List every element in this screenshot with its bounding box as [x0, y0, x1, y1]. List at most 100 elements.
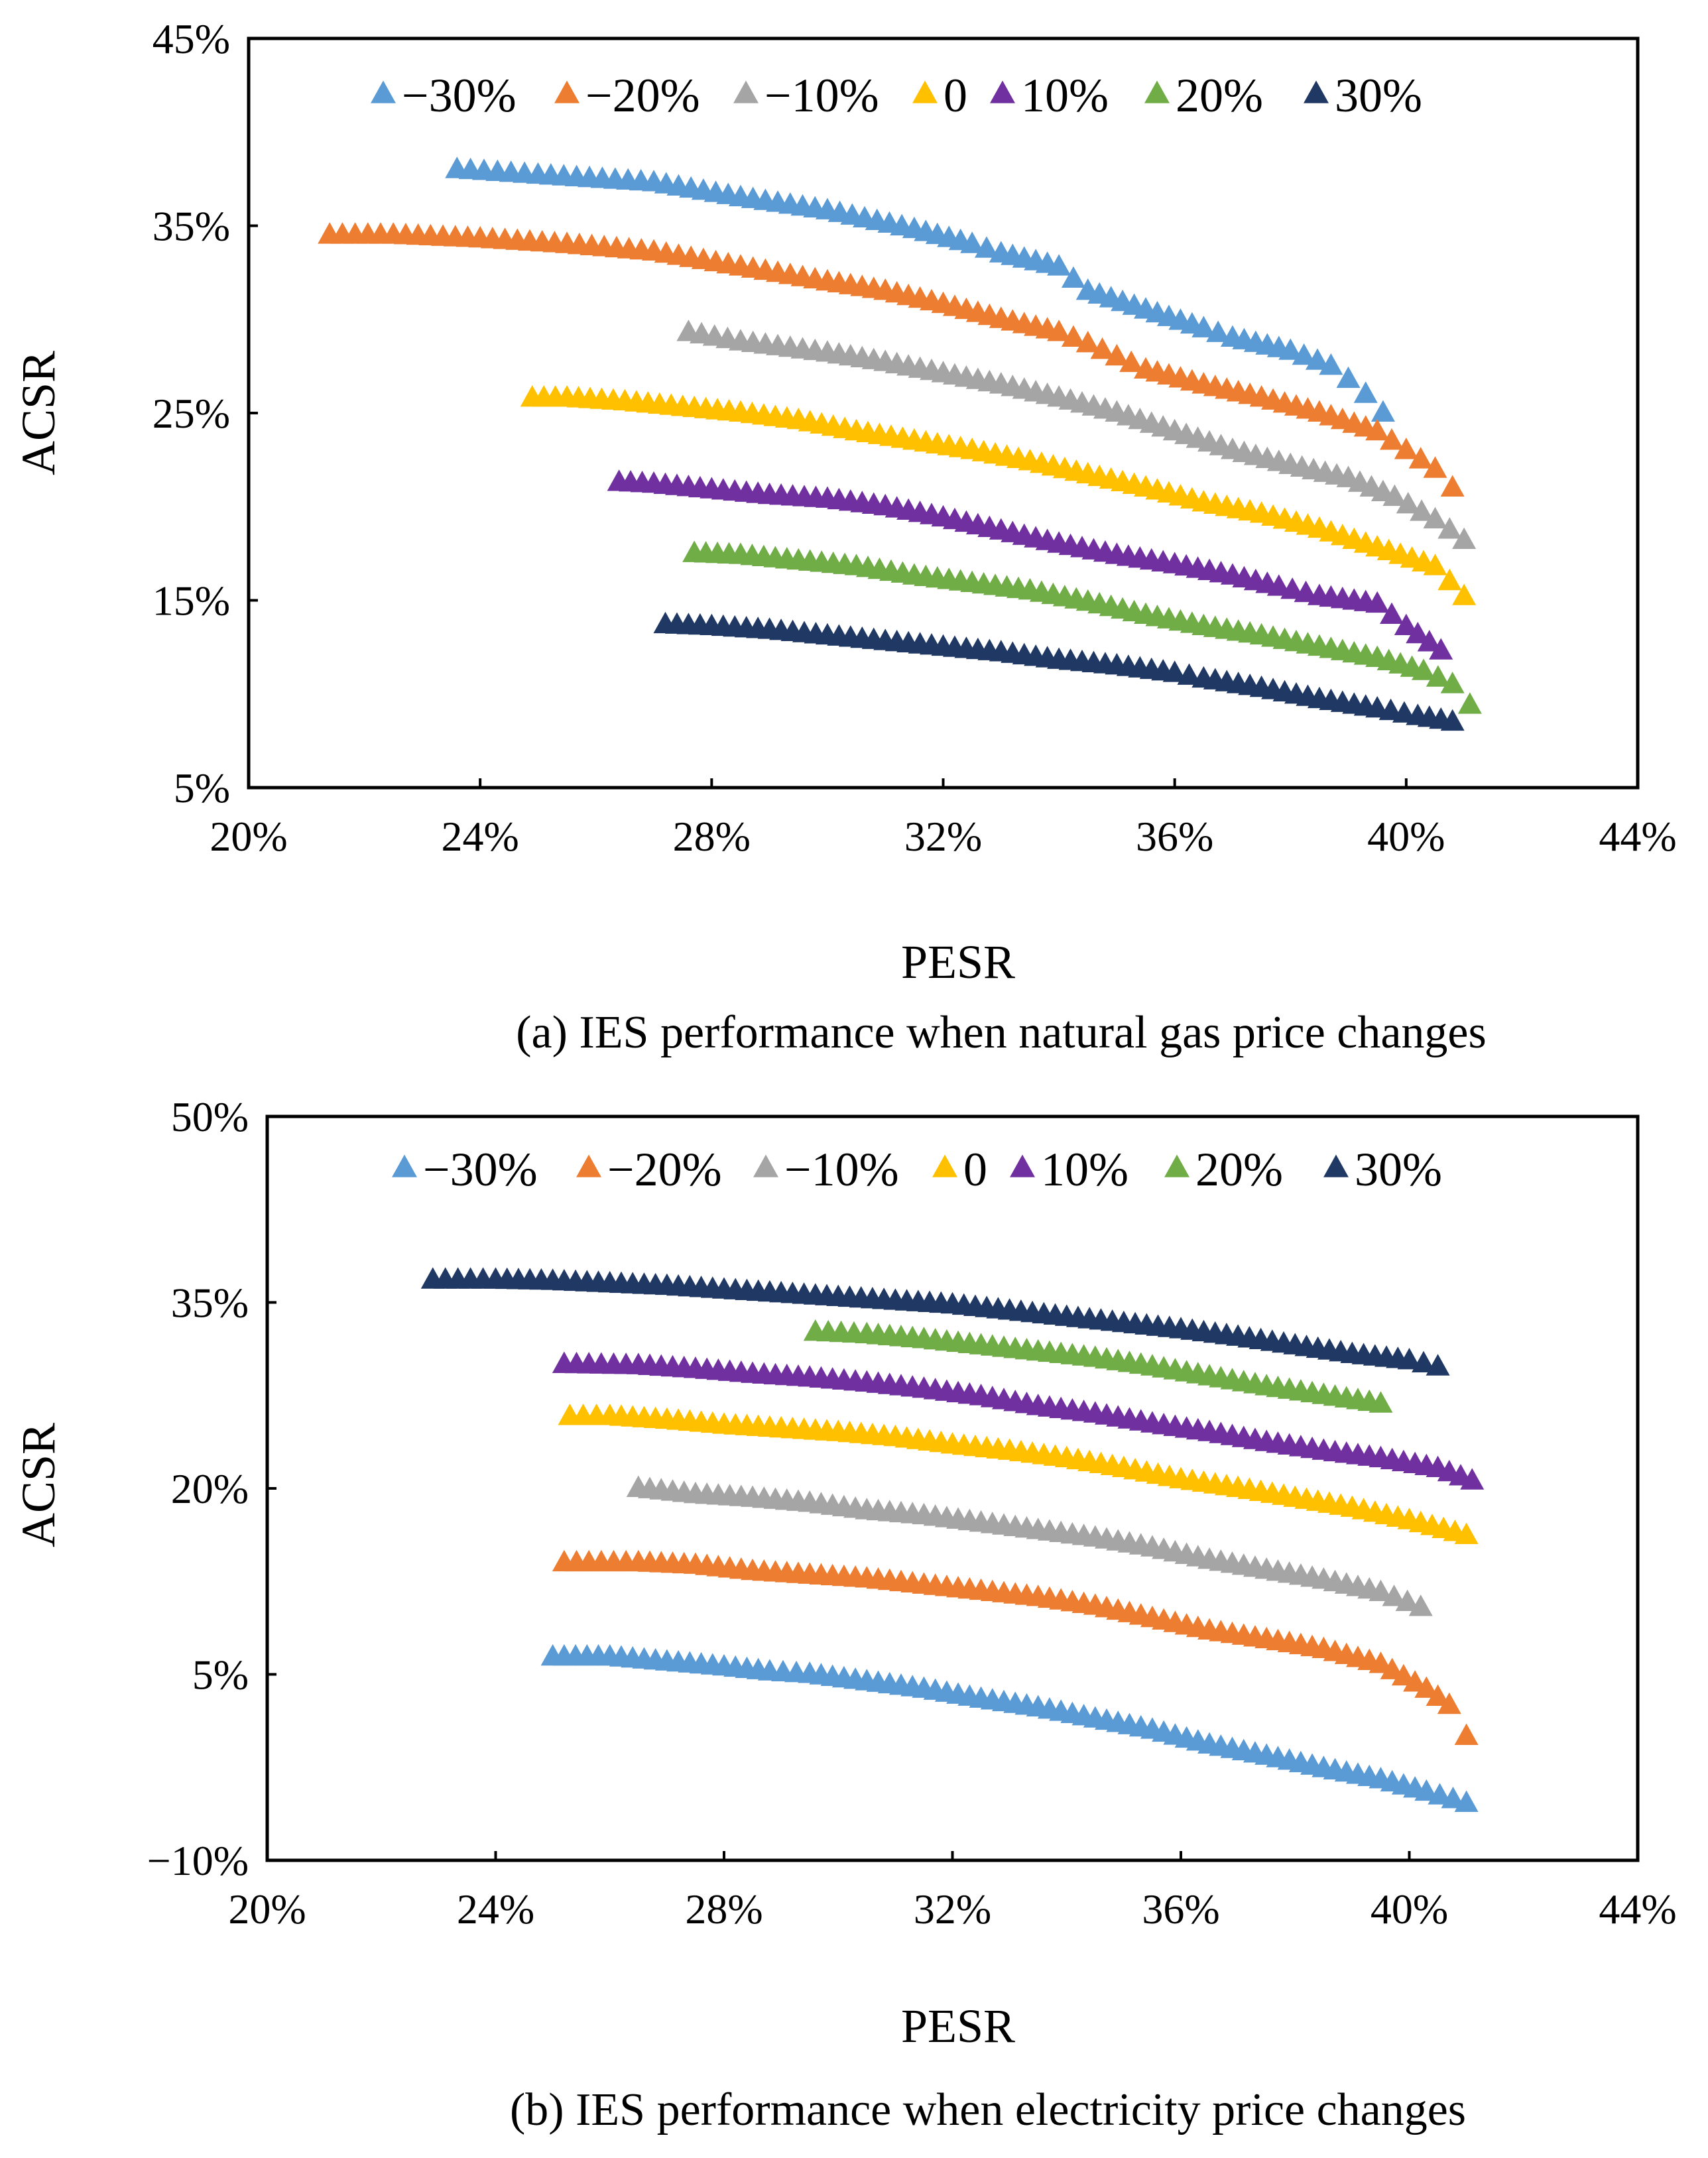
caption-b: (b) IES performance when electricity pri… [510, 2084, 1466, 2135]
x-tick-label: 40% [1371, 1886, 1448, 1933]
data-point [1292, 343, 1316, 365]
legend-marker-minus-30pct [371, 80, 396, 103]
legend-a: −30% −20% −10% 0 10% 20% 30% [371, 69, 1422, 122]
data-point [1437, 1692, 1461, 1714]
data-point [1369, 1579, 1393, 1602]
data-point [1319, 353, 1343, 375]
data-point [1280, 577, 1305, 599]
legend-marker-30pct [1304, 80, 1329, 103]
chart-panel-b: 20% 24% 28% 32% 36% 40% 44% −10% 5% 20% 35% 50% −30… [12, 1093, 1677, 2135]
data-point [1423, 507, 1447, 528]
y-tick-label: 15% [152, 577, 230, 625]
axis-ticks-a: 20% 24% 28% 32% 36% 40% 44% 5% 15% 25% 35% 45% [152, 15, 1677, 860]
series-10pct-a [607, 469, 1453, 660]
y-tick-label: −10% [147, 1837, 249, 1884]
data-point [1090, 337, 1115, 359]
data-point [1408, 1594, 1433, 1616]
x-tick-label: 36% [1142, 1886, 1219, 1933]
data-point [974, 236, 999, 258]
x-tick-label: 44% [1599, 1886, 1676, 1933]
data-point [1440, 672, 1465, 693]
data-point [1061, 266, 1085, 288]
series-minus-30pct-a [445, 156, 1395, 422]
legend-marker-10pct [990, 80, 1015, 103]
data-point [1061, 325, 1085, 347]
y-tick-label: 35% [152, 203, 230, 250]
y-tick-label: 20% [171, 1465, 249, 1512]
legend-label-30pct: 30% [1355, 1143, 1442, 1196]
data-point [1177, 663, 1201, 685]
data-point [960, 231, 985, 253]
data-point [1105, 343, 1129, 366]
data-point [1395, 1589, 1420, 1611]
x-tick-label: 24% [442, 813, 519, 860]
data-point [1440, 475, 1465, 497]
x-tick-label: 36% [1136, 813, 1213, 860]
data-point [1426, 665, 1450, 687]
plot-frame-b [265, 1114, 1640, 1862]
data-point [1414, 1676, 1439, 1698]
series-10pct-b [552, 1351, 1485, 1490]
legend-marker-minus-20pct [576, 1154, 601, 1177]
series-20pct-b [803, 1319, 1393, 1413]
legend-label-minus-30pct: −30% [402, 69, 517, 122]
data-point [1429, 638, 1453, 660]
legend-label-minus-20pct: −20% [607, 1143, 722, 1196]
legend-marker-0 [912, 80, 938, 103]
series-minus-20pct-a [318, 222, 1465, 497]
legend-marker-30pct [1323, 1154, 1349, 1177]
data-point [1428, 1783, 1452, 1805]
data-point [1380, 602, 1404, 625]
chart-panel-a: 20% 24% 28% 32% 36% 40% 44% 5% 15% 25% 35% 45% −30%… [12, 15, 1677, 1058]
legend-marker-minus-20pct [554, 80, 580, 103]
data-point [1394, 438, 1418, 459]
legend-marker-20pct [1164, 1154, 1190, 1177]
legend-marker-minus-10pct [753, 1154, 778, 1177]
y-tick-label: 35% [171, 1280, 249, 1327]
x-tick-label: 40% [1367, 813, 1445, 860]
x-tick-label: 32% [904, 813, 982, 860]
data-point [1406, 621, 1430, 644]
data-point [1452, 527, 1477, 550]
data-point [1162, 660, 1187, 682]
data-point [1206, 320, 1231, 342]
x-tick-label: 20% [228, 1886, 306, 1933]
data-point [1369, 1391, 1393, 1413]
legend-b: −30% −20% −10% 0 10% 20% 30% [392, 1143, 1442, 1196]
data-point [1408, 447, 1433, 469]
series-0-b [558, 1404, 1479, 1545]
legend-marker-minus-30pct [392, 1154, 417, 1177]
x-tick-label: 32% [914, 1886, 991, 1933]
data-point [1266, 574, 1291, 596]
x-tick-label: 28% [673, 813, 751, 860]
legend-marker-20pct [1144, 80, 1170, 103]
data-point [1305, 348, 1329, 370]
data-point [1437, 568, 1462, 591]
y-tick-label: 25% [152, 390, 230, 437]
y-tick-label: 5% [192, 1651, 249, 1699]
data-point [1437, 517, 1462, 539]
series-0-a [520, 385, 1477, 605]
legend-label-minus-10pct: −10% [764, 69, 879, 122]
data-point [1412, 1350, 1436, 1373]
data-point [1396, 491, 1420, 514]
series-minus-10pct-b [626, 1475, 1433, 1616]
series-minus-30pct-b [540, 1644, 1479, 1812]
legend-marker-minus-10pct [733, 80, 759, 103]
legend-label-minus-30pct: −30% [423, 1143, 538, 1196]
legend-label-20pct: 20% [1195, 1143, 1283, 1196]
data-point [1191, 316, 1216, 337]
legend-label-30pct: 30% [1335, 69, 1422, 122]
data-point [1441, 1786, 1465, 1809]
x-tick-label: 28% [685, 1886, 762, 1933]
legend-label-20pct: 20% [1176, 69, 1263, 122]
y-tick-label: 50% [171, 1093, 249, 1140]
legend-marker-10pct [1010, 1154, 1035, 1177]
y-tick-label: 45% [152, 15, 230, 62]
data-point [1336, 366, 1361, 389]
data-point [1454, 1723, 1479, 1745]
x-tick-label: 24% [457, 1886, 534, 1933]
legend-marker-0 [932, 1154, 957, 1177]
data-point [1423, 456, 1447, 478]
